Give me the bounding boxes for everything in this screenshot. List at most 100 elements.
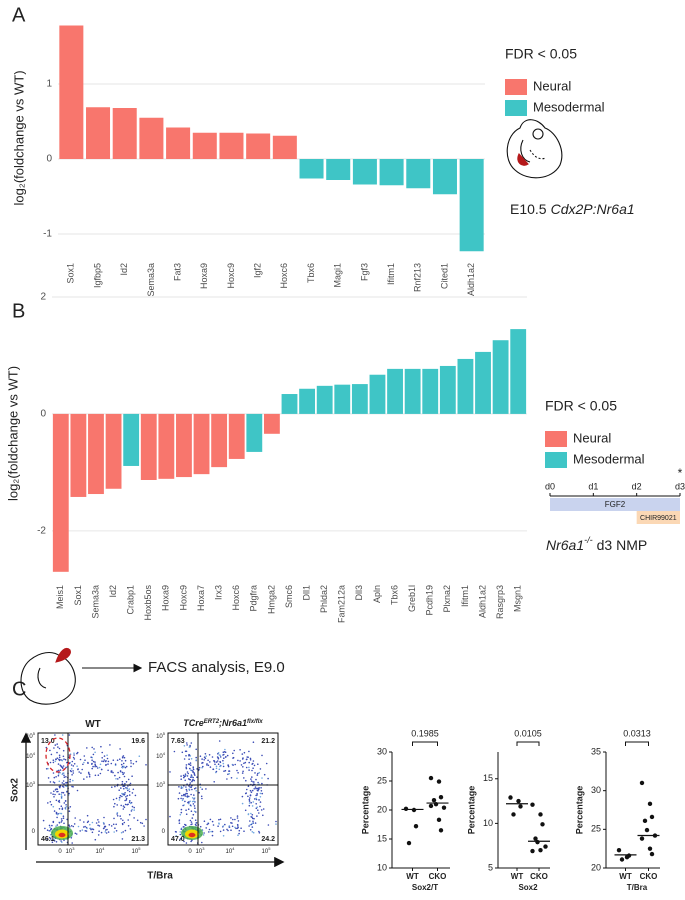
facs-event xyxy=(189,767,191,770)
facs-event xyxy=(195,811,197,813)
facs-event xyxy=(235,827,237,830)
facs-event xyxy=(191,779,194,782)
facs-event xyxy=(191,788,193,791)
facs-event xyxy=(190,810,193,812)
facs-x-tick-part: 0 xyxy=(58,849,62,855)
facs-event xyxy=(249,823,252,826)
data-point xyxy=(533,836,538,841)
facs-x-tick: 0 xyxy=(188,849,192,855)
facs-event xyxy=(208,831,210,833)
data-point xyxy=(647,801,653,807)
facs-event xyxy=(113,831,115,833)
facs-event xyxy=(70,768,73,770)
x-tick-label: Hoxc9 xyxy=(178,585,188,611)
facs-event xyxy=(61,734,64,736)
data-point xyxy=(616,848,622,853)
facs-event xyxy=(53,840,56,842)
facs-event xyxy=(211,830,214,833)
facs-event xyxy=(119,770,122,772)
facs-event xyxy=(180,778,182,780)
facs-event xyxy=(107,831,110,833)
facs-event xyxy=(204,753,207,755)
facs-event xyxy=(112,771,114,774)
facs-event xyxy=(256,774,259,776)
facs-event xyxy=(173,750,176,753)
facs-event xyxy=(190,769,192,771)
facs-event xyxy=(254,786,257,788)
facs-event xyxy=(52,761,55,764)
facs-event xyxy=(55,825,57,827)
facs-event xyxy=(115,830,118,832)
facs-event xyxy=(224,756,227,758)
facs-x-tick-part: 10 xyxy=(66,849,73,855)
facs-event xyxy=(203,832,205,834)
facs-event xyxy=(199,825,202,828)
facs-event xyxy=(49,761,52,764)
facs-event xyxy=(53,782,56,784)
bar xyxy=(193,413,210,475)
facs-event xyxy=(196,776,198,778)
facs-event xyxy=(61,841,63,843)
facs-y-tick: 105 xyxy=(26,731,36,740)
facs-event xyxy=(55,799,58,802)
facs-event xyxy=(230,817,232,819)
facs-event xyxy=(179,833,182,836)
facs-event xyxy=(118,776,121,779)
facs-event xyxy=(185,764,188,766)
x-tick-label: Hoxb5os xyxy=(143,585,153,621)
y-tick-label: 20 xyxy=(377,804,387,814)
facs-x-tick-part: 10 xyxy=(132,849,139,855)
bar xyxy=(510,329,527,414)
facs-event xyxy=(201,788,203,790)
facs-event xyxy=(187,778,190,780)
caption-part: -/- xyxy=(584,535,593,545)
facs-event xyxy=(178,822,181,824)
facs-event xyxy=(223,757,225,759)
facs-event xyxy=(94,761,96,763)
facs-event xyxy=(65,806,68,808)
facs-event xyxy=(199,786,202,789)
facs-event xyxy=(248,761,250,764)
timeline-day: d2 xyxy=(632,481,642,491)
facs-event xyxy=(260,809,263,811)
facs-event xyxy=(55,812,58,815)
facs-event xyxy=(208,828,211,831)
facs-event xyxy=(61,807,64,809)
facs-event xyxy=(245,758,248,761)
facs-event xyxy=(55,758,57,760)
facs-event xyxy=(121,780,124,783)
facs-event xyxy=(109,744,111,746)
facs-event xyxy=(91,828,94,830)
facs-event xyxy=(86,776,88,778)
data-point xyxy=(438,828,444,833)
facs-event xyxy=(189,778,192,781)
facs-event xyxy=(76,765,78,767)
facs-event xyxy=(53,796,55,798)
facs-event xyxy=(241,772,244,774)
facs-event xyxy=(82,826,85,828)
facs-event xyxy=(59,786,61,789)
legend-label: Mesodermal xyxy=(533,99,605,114)
facs-event xyxy=(236,777,238,780)
facs-event xyxy=(62,772,65,774)
facs-event xyxy=(256,792,258,795)
facs-event xyxy=(112,823,115,826)
facs-event xyxy=(83,761,85,764)
facs-y-tick: 103 xyxy=(26,780,36,789)
facs-event xyxy=(195,824,197,827)
facs-event xyxy=(47,802,49,804)
facs-x-tick: 0 xyxy=(58,849,62,855)
facs-event xyxy=(128,790,131,793)
facs-event xyxy=(245,766,248,769)
facs-event xyxy=(193,798,195,800)
facs-event xyxy=(86,747,88,749)
x-tick-label: Hoxa9 xyxy=(199,263,209,289)
x-tick-label: Phlda2 xyxy=(319,585,329,613)
facs-event xyxy=(129,802,132,805)
facs-event xyxy=(211,834,214,837)
x-tick-label: Greb1l xyxy=(407,585,417,612)
facs-event xyxy=(100,745,102,748)
facs-event xyxy=(250,780,253,782)
facs-event xyxy=(248,798,251,801)
facs-event xyxy=(258,799,260,801)
